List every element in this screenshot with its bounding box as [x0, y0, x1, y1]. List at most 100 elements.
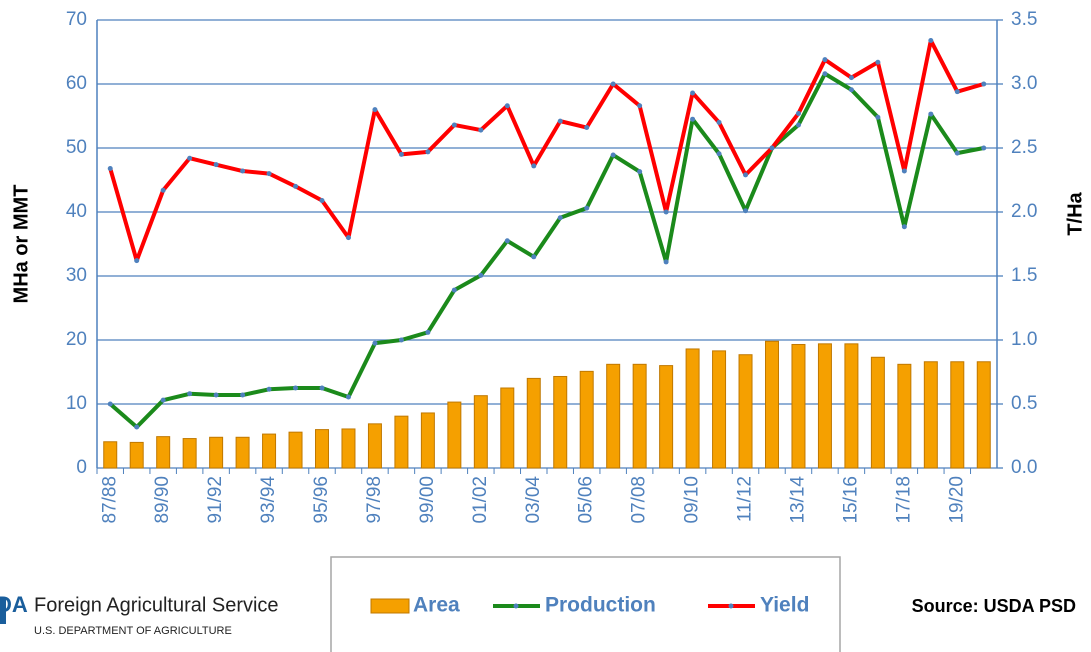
- point: [663, 259, 669, 265]
- point: [954, 150, 960, 156]
- point: [293, 183, 299, 189]
- legend-label: Production: [545, 594, 656, 617]
- bar: [526, 377, 541, 469]
- y-tick-label: 30: [66, 265, 87, 286]
- bar: [632, 363, 647, 469]
- point: [531, 163, 537, 169]
- y2-tick-label: 1.5: [1011, 265, 1037, 286]
- point: [451, 122, 457, 128]
- point: [240, 392, 246, 398]
- source: Source: USDA PSD: [912, 596, 1076, 616]
- point: [822, 57, 828, 63]
- point: [187, 155, 193, 161]
- x-tick-label: 01/02: [470, 476, 491, 524]
- y-axis-label: MHa or MMT: [10, 185, 32, 304]
- x-tick-label: 19/20: [946, 476, 967, 524]
- legend-point: [513, 603, 519, 609]
- bar: [103, 441, 118, 469]
- bar: [156, 436, 171, 469]
- x-tick-label: 11/12: [735, 476, 756, 522]
- point: [160, 187, 166, 193]
- point: [266, 171, 272, 177]
- legend-swatch: [370, 598, 410, 614]
- point: [425, 149, 431, 155]
- bar: [420, 412, 435, 469]
- point: [690, 116, 696, 122]
- point: [478, 127, 484, 133]
- x-tick-label: 89/90: [152, 476, 173, 524]
- y2-tick-label: 2.0: [1011, 201, 1037, 222]
- point: [345, 394, 351, 400]
- y2-tick-label: 1.0: [1011, 329, 1037, 350]
- x-tick-label: 09/10: [682, 476, 703, 524]
- point: [584, 205, 590, 211]
- point: [425, 329, 431, 335]
- y-tick-label: 10: [66, 393, 87, 414]
- point: [901, 168, 907, 174]
- x-tick-label: 13/14: [787, 476, 808, 524]
- bar: [367, 423, 382, 469]
- y-tick-label: 20: [66, 329, 87, 350]
- point: [663, 209, 669, 215]
- point: [134, 258, 140, 264]
- legend-box: [330, 556, 841, 652]
- bar: [394, 415, 409, 469]
- y-tick-label: 0: [76, 457, 87, 478]
- logo-mark: DA: [0, 592, 28, 617]
- bar: [950, 361, 965, 469]
- legend-point: [728, 603, 734, 609]
- point: [716, 119, 722, 125]
- point: [743, 172, 749, 178]
- y2-tick-label: 3.0: [1011, 73, 1037, 94]
- bar: [897, 363, 912, 469]
- point: [981, 145, 987, 151]
- bar: [685, 348, 700, 469]
- point: [928, 37, 934, 43]
- x-tick-label: 91/92: [205, 476, 226, 524]
- point: [187, 391, 193, 397]
- bar: [288, 431, 303, 469]
- logo-icon: [0, 598, 6, 624]
- point: [160, 397, 166, 403]
- bar: [262, 433, 277, 469]
- y-tick-label: 50: [66, 137, 87, 158]
- point: [134, 424, 140, 430]
- x-tick-label: 87/88: [99, 476, 120, 524]
- x-tick-label: 17/18: [893, 476, 914, 524]
- legend-label: Yield: [760, 594, 809, 617]
- point: [504, 103, 510, 109]
- point: [107, 165, 113, 171]
- point: [478, 272, 484, 278]
- point: [795, 110, 801, 116]
- point: [213, 162, 219, 168]
- point: [743, 208, 749, 214]
- y-tick-label: 40: [66, 201, 87, 222]
- bar: [738, 354, 753, 469]
- point: [107, 401, 113, 407]
- point: [293, 385, 299, 391]
- bar: [235, 436, 250, 469]
- bar: [712, 350, 727, 469]
- line: [108, 38, 985, 263]
- point: [637, 169, 643, 175]
- bar: [844, 343, 859, 469]
- bar: [209, 436, 224, 469]
- point: [398, 151, 404, 157]
- bar: [579, 370, 594, 469]
- bar: [553, 375, 568, 469]
- bar: [976, 361, 991, 469]
- bar: [500, 387, 515, 469]
- point: [398, 337, 404, 343]
- point: [690, 90, 696, 96]
- point: [848, 75, 854, 81]
- point: [213, 392, 219, 398]
- point: [266, 386, 272, 392]
- point: [981, 81, 987, 87]
- x-tick-label: 99/00: [417, 476, 438, 524]
- point: [372, 340, 378, 346]
- x-tick-label: 15/16: [840, 476, 861, 524]
- logo-title: Foreign Agricultural Service: [34, 594, 279, 616]
- point: [319, 197, 325, 203]
- y-tick-label: 60: [66, 73, 87, 94]
